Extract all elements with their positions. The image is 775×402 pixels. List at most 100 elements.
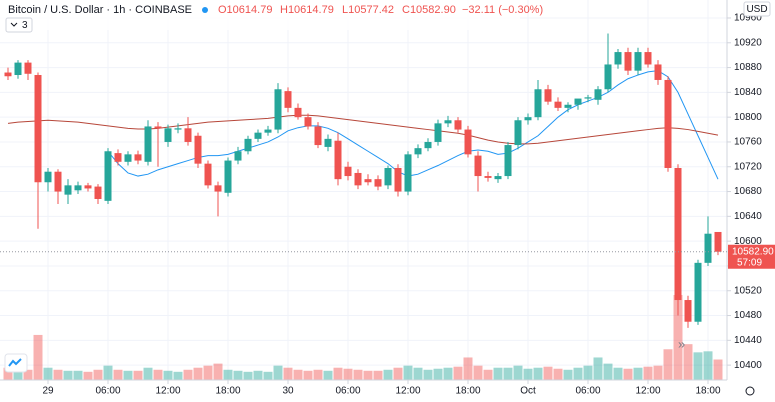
x-tick-label: 18:00 — [455, 386, 480, 397]
candle-body — [284, 91, 292, 108]
candle-body — [384, 167, 392, 186]
candle-body — [64, 185, 72, 195]
volume-pane — [3, 295, 723, 380]
volume-bar — [503, 367, 513, 380]
volume-bar — [173, 371, 183, 380]
volume-bar — [553, 368, 563, 380]
x-tick-label: 06:00 — [335, 386, 360, 397]
indicators-toggle[interactable] — [5, 17, 33, 33]
x-tick-label: 12:00 — [155, 386, 180, 397]
candle-body — [204, 163, 212, 186]
volume-bar — [523, 368, 533, 380]
volume-bar — [183, 369, 193, 380]
volume-bar — [283, 367, 293, 380]
logo-icon — [8, 358, 22, 367]
candle-body — [684, 300, 692, 322]
candle-body — [574, 98, 582, 105]
candle-body — [674, 167, 682, 301]
y-tick-label: 10960 — [734, 13, 762, 24]
settings-icon[interactable] — [745, 386, 755, 396]
volume-bar — [533, 367, 543, 380]
volume-bar — [563, 369, 573, 380]
candle-body — [124, 154, 132, 162]
candle-body — [504, 145, 512, 177]
volume-bar — [93, 369, 103, 380]
volume-bar — [573, 367, 583, 380]
status-dot — [202, 7, 208, 13]
scroll-right-button[interactable]: » — [678, 336, 685, 351]
y-tick-label: 10880 — [734, 62, 762, 73]
candle-body — [404, 154, 412, 192]
axes: 1040010440104801052010560106001064010680… — [0, 13, 775, 397]
candle-body — [564, 104, 572, 108]
candle-body — [304, 117, 312, 127]
volume-bar — [13, 371, 23, 380]
currency-box — [743, 1, 771, 17]
candle-body — [314, 126, 322, 146]
candle-body — [424, 141, 432, 149]
volume-bar — [123, 370, 133, 380]
volume-bar — [143, 367, 153, 380]
candle-body — [194, 135, 202, 164]
candle-body — [234, 151, 242, 161]
volume-bar — [193, 367, 203, 380]
candle-body — [164, 128, 172, 142]
candle-body — [654, 64, 662, 80]
candle-body — [154, 126, 162, 129]
candle-body — [714, 231, 722, 252]
y-tick-label: 10920 — [734, 37, 762, 48]
candle-body — [84, 185, 92, 189]
volume-bar — [643, 366, 653, 380]
moving-averages — [7, 70, 719, 180]
volume-bar — [693, 352, 703, 380]
y-tick-label: 10760 — [734, 137, 762, 148]
volume-bar — [113, 369, 123, 380]
y-tick-label: 10520 — [734, 285, 762, 296]
candle-body — [144, 126, 152, 162]
volume-bar — [303, 370, 313, 380]
y-tick-label: 10800 — [734, 112, 762, 123]
ohlc-low: L10577.42 — [342, 4, 394, 16]
candle-body — [24, 62, 32, 74]
volume-bar — [133, 370, 143, 380]
candle-body — [374, 179, 382, 187]
indicator-count: 3 — [22, 20, 28, 31]
candle-body — [364, 179, 372, 183]
symbol-title: Bitcoin / U.S. Dollar · 1h · COINBASE — [8, 4, 192, 16]
y-tick-label: 10440 — [734, 335, 762, 346]
candle-body — [324, 138, 332, 147]
moving-average-line — [7, 114, 719, 145]
volume-bar — [663, 349, 673, 380]
candle-body — [44, 171, 52, 183]
candle-body — [34, 75, 42, 183]
currency: USD — [746, 4, 767, 15]
volume-bar — [583, 365, 593, 380]
volume-bar — [233, 370, 243, 380]
x-tick-label: 06:00 — [575, 386, 600, 397]
candle-body — [594, 89, 602, 100]
chevron-icon — [10, 22, 18, 27]
candle-body — [104, 151, 112, 201]
y-tick-label: 10640 — [734, 211, 762, 222]
volume-bar — [373, 370, 383, 380]
candle-body — [554, 101, 562, 108]
volume-bar — [513, 365, 523, 380]
volume-bar — [633, 367, 643, 380]
y-tick-label: 10600 — [734, 236, 762, 247]
volume-bar — [63, 370, 73, 380]
volume-bar — [673, 295, 683, 380]
candle-body — [274, 89, 282, 130]
volume-bar — [453, 366, 463, 380]
candle-body — [534, 89, 542, 118]
candle-body — [334, 140, 342, 180]
volume-bar — [493, 367, 503, 380]
grid — [0, 0, 727, 380]
candle-body — [414, 148, 422, 155]
volume-bar — [703, 351, 713, 380]
ohlc-high: H10614.79 — [280, 4, 334, 16]
y-tick-label: 10400 — [734, 360, 762, 371]
candle-body — [94, 186, 102, 199]
ohlc-change: −32.11 (−0.30%) — [462, 4, 543, 16]
candle-body — [634, 52, 642, 71]
